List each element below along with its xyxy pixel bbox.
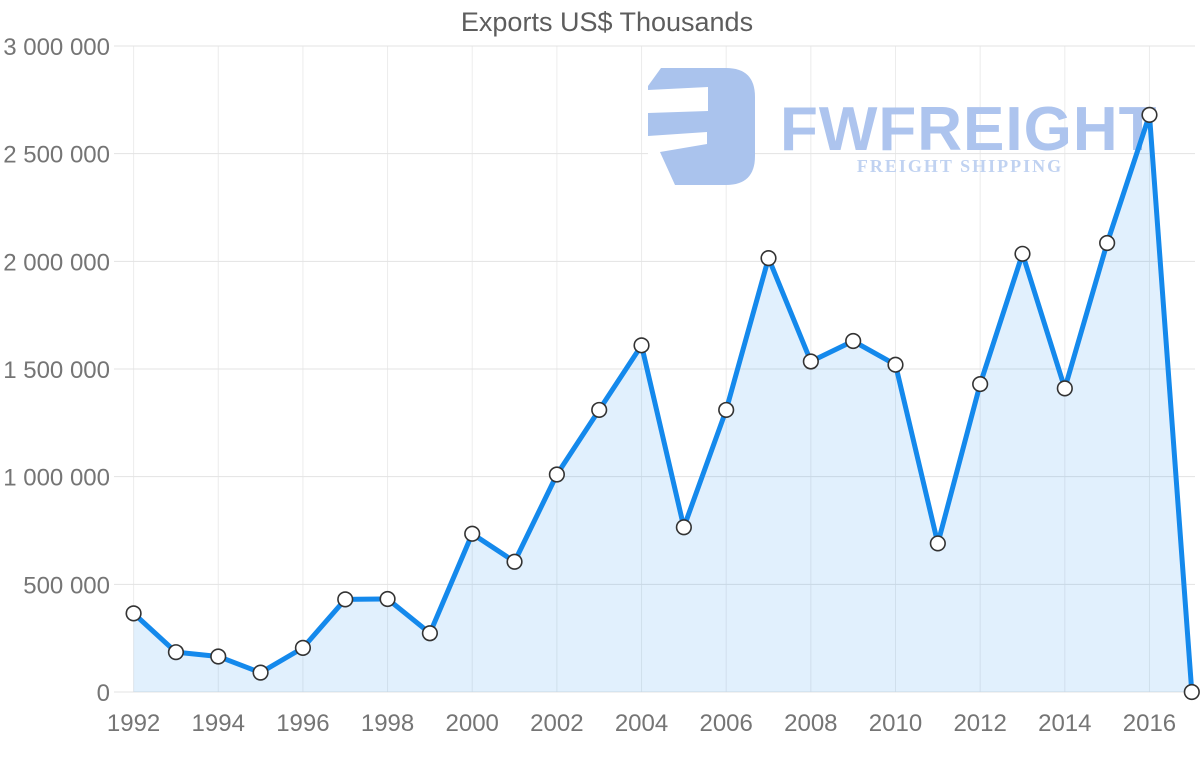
x-tick-label: 1998	[361, 710, 414, 737]
data-point-2009[interactable]	[845, 332, 862, 350]
y-tick-label: 1 500 000	[3, 357, 110, 384]
x-tick-label: 2016	[1123, 710, 1176, 737]
grid-layer	[114, 45, 1195, 693]
data-point-1992[interactable]	[125, 605, 142, 622]
data-point-2015[interactable]	[1099, 234, 1116, 252]
data-point-1998[interactable]	[379, 590, 396, 608]
fwfreight-wordmark: FWFREIGHT	[780, 95, 1158, 164]
y-tick-label: 3 000 000	[3, 34, 110, 61]
x-tick-label: 2004	[615, 710, 668, 737]
data-point-2013[interactable]	[1014, 245, 1031, 262]
x-tick-label: 1992	[107, 710, 160, 737]
y-tick-label: 0	[97, 680, 110, 707]
data-point-2012[interactable]	[972, 375, 989, 393]
data-point-1994[interactable]	[210, 648, 227, 665]
y-tick-label: 2 000 000	[3, 249, 110, 276]
x-tick-label: 2014	[1038, 710, 1091, 737]
x-tick-label: 1996	[276, 710, 329, 737]
data-point-2007[interactable]	[760, 250, 777, 267]
data-point-2010[interactable]	[887, 356, 904, 373]
x-tick-label: 2002	[530, 710, 583, 737]
data-point-1999[interactable]	[421, 625, 438, 642]
data-point-2000[interactable]	[464, 525, 481, 542]
x-tick-label: 2006	[699, 710, 752, 737]
data-point-1995[interactable]	[252, 664, 269, 681]
data-point-2004[interactable]	[633, 337, 650, 354]
data-point-2002[interactable]	[548, 466, 565, 483]
data-point-2016[interactable]	[1141, 106, 1158, 124]
data-point-2003[interactable]	[591, 401, 608, 419]
data-point-1996[interactable]	[294, 639, 312, 656]
x-tick-label: 2010	[869, 710, 922, 737]
y-tick-label: 2 500 000	[3, 142, 110, 169]
fwfreight-tagline: FREIGHT SHIPPING	[857, 156, 1063, 176]
data-point-1997[interactable]	[337, 591, 354, 608]
series-layer	[125, 106, 1200, 701]
x-tick-label: 2012	[953, 710, 1006, 737]
y-tick-label: 1 000 000	[3, 465, 110, 492]
data-point-2001[interactable]	[506, 553, 523, 570]
fwfreight-watermark: FWFREIGHT FREIGHT SHIPPING	[648, 68, 1158, 185]
data-point-2014[interactable]	[1056, 380, 1073, 397]
x-tick-label: 2000	[446, 710, 499, 737]
fwfreight-logo-icon	[648, 68, 755, 185]
data-point-2017[interactable]	[1183, 683, 1200, 701]
area-fill	[133, 114, 1192, 692]
data-point-2005[interactable]	[675, 519, 692, 536]
x-tick-label: 2008	[784, 710, 837, 737]
axis-layer: 0 500 000 1 000 000 1 500 000 2 000 000 2 500…	[3, 34, 1176, 737]
data-point-2008[interactable]	[802, 353, 819, 370]
y-tick-label: 500 000	[23, 572, 110, 599]
chart-title: Exports US$ Thousands	[461, 7, 753, 37]
data-point-2011[interactable]	[929, 535, 946, 552]
x-tick-label: 1994	[192, 710, 245, 737]
data-point-2006[interactable]	[718, 401, 735, 419]
series-line	[131, 112, 1195, 695]
data-point-1993[interactable]	[167, 644, 185, 661]
